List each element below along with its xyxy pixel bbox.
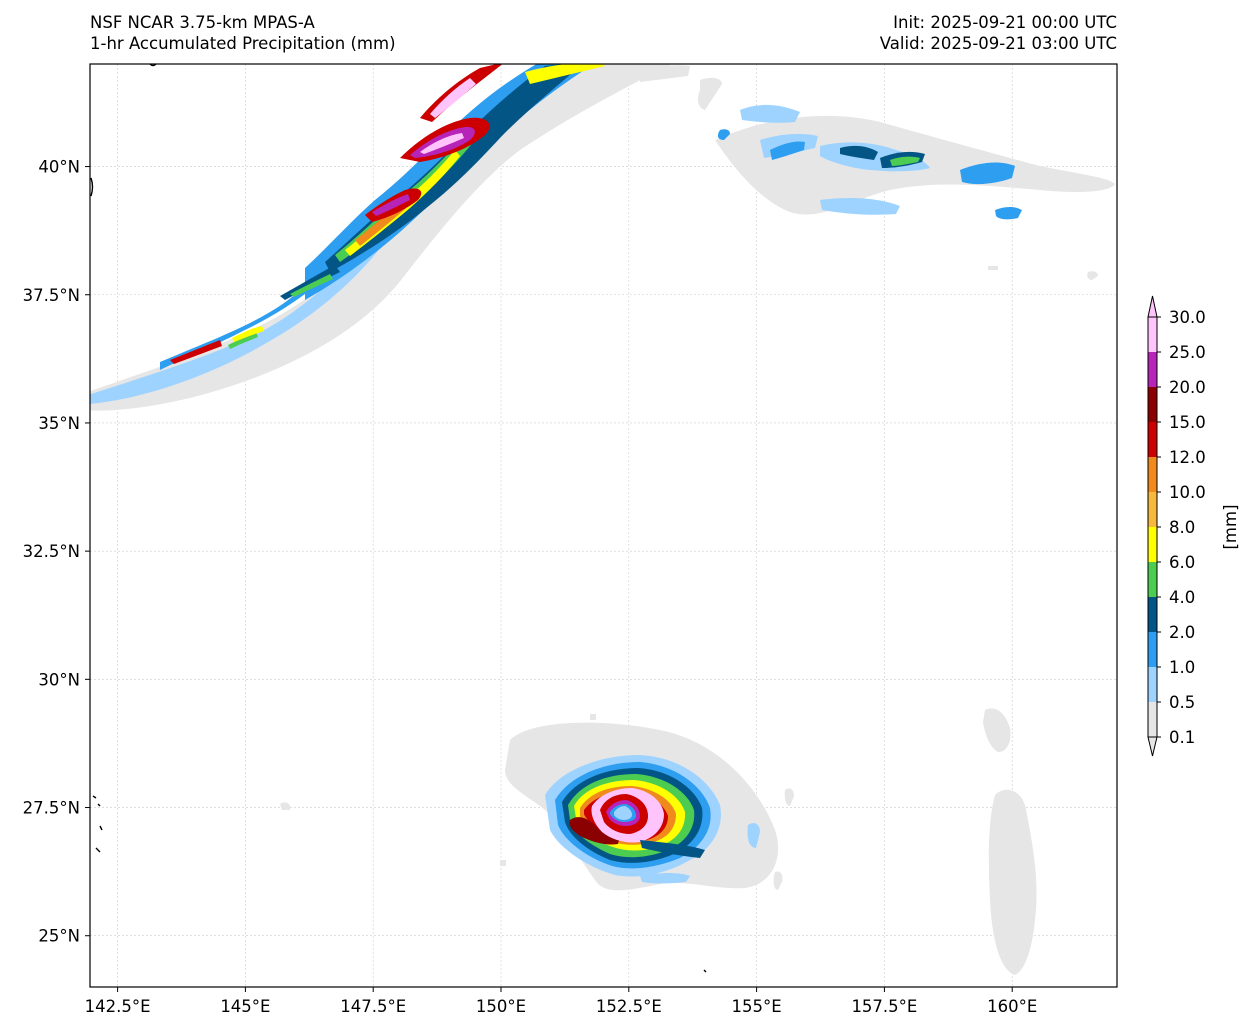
colorbar-unit-label: [mm] xyxy=(1221,504,1240,549)
colorbar-tick-label: 0.1 xyxy=(1169,728,1195,747)
map-header-left: NSF NCAR 3.75-km MPAS-A 1-hr Accumulated… xyxy=(90,12,396,54)
colorbar-extend-min xyxy=(1147,736,1158,757)
colorbar-tick-label: 2.0 xyxy=(1169,623,1195,642)
colorbar-tick-label: 15.0 xyxy=(1169,413,1206,432)
colorbar-segment xyxy=(1148,317,1157,352)
coastline-west xyxy=(90,177,94,197)
colorbar-segment xyxy=(1148,667,1157,702)
model-title: NSF NCAR 3.75-km MPAS-A xyxy=(90,13,315,32)
map-frame xyxy=(89,63,1118,988)
field-title: 1-hr Accumulated Precipitation (mm) xyxy=(90,34,396,53)
frontal-rain-band xyxy=(90,64,673,411)
colorbar-tick-label: 30.0 xyxy=(1169,308,1206,327)
colorbar-tick-label: 12.0 xyxy=(1169,448,1206,467)
colorbar-segment xyxy=(1148,387,1157,422)
colorbar-segment xyxy=(1148,632,1157,667)
lat-tick-label: 35°N xyxy=(38,414,80,433)
lat-tick-label: 27.5°N xyxy=(23,799,80,818)
lon-tick-label: 155°E xyxy=(732,997,782,1016)
colorbar-tick-label: 1.0 xyxy=(1169,658,1195,677)
colorbar: 0.1 0.5 1.0 2.0 4.0 6.0 8.0 10.0 12.0 15.0 20.0 25.… xyxy=(1147,295,1240,757)
colorbar-tick-label: 6.0 xyxy=(1169,553,1195,572)
colorbar-segment xyxy=(1148,422,1157,457)
colorbar-tick-label: 0.5 xyxy=(1169,693,1195,712)
colorbar-tick-label: 10.0 xyxy=(1169,483,1206,502)
valid-time: Valid: 2025-09-21 03:00 UTC xyxy=(879,34,1117,53)
colorbar-tick-label: 8.0 xyxy=(1169,518,1195,537)
colorbar-segment xyxy=(1148,702,1157,737)
lat-tick-label: 30°N xyxy=(38,670,80,689)
lon-tick-label: 150°E xyxy=(476,997,526,1016)
precip-field xyxy=(90,64,1115,975)
islands xyxy=(92,795,707,973)
colorbar-segment xyxy=(1148,527,1157,562)
lon-tick-label: 147.5°E xyxy=(340,997,406,1016)
lon-tick-label: 152.5°E xyxy=(596,997,662,1016)
lon-tick-label: 145°E xyxy=(220,997,270,1016)
lat-tick-label: 37.5°N xyxy=(23,286,80,305)
colorbar-tick-label: 4.0 xyxy=(1169,588,1195,607)
colorbar-segment xyxy=(1148,352,1157,387)
lat-tick-label: 32.5°N xyxy=(23,542,80,561)
lon-tick-label: 157.5°E xyxy=(851,997,917,1016)
lat-tick-label: 25°N xyxy=(38,927,80,946)
colorbar-segment xyxy=(1148,562,1157,597)
colorbar-segment xyxy=(1148,492,1157,527)
tropical-cyclone-rain xyxy=(280,708,1037,975)
init-time: Init: 2025-09-21 00:00 UTC xyxy=(893,13,1117,32)
map-header-right: Init: 2025-09-21 00:00 UTC Valid: 2025-0… xyxy=(880,12,1117,54)
colorbar-segment xyxy=(1148,457,1157,492)
colorbar-tick-label: 25.0 xyxy=(1169,343,1206,362)
lon-tick-label: 142.5°E xyxy=(85,997,151,1016)
colorbar-extend-max xyxy=(1147,295,1158,318)
longitude-axis: 142.5°E 145°E 147.5°E 150°E 152.5°E 155°E 157.… xyxy=(85,987,1037,1016)
colorbar-segment xyxy=(1148,597,1157,632)
northeast-rain-streaks xyxy=(640,65,1115,280)
latitude-axis: 25°N 27.5°N 30°N 32.5°N 35°N 37.5°N 40°N xyxy=(23,158,90,946)
colorbar-tick-label: 20.0 xyxy=(1169,378,1206,397)
lon-tick-label: 160°E xyxy=(987,997,1037,1016)
lat-tick-label: 40°N xyxy=(38,158,80,177)
